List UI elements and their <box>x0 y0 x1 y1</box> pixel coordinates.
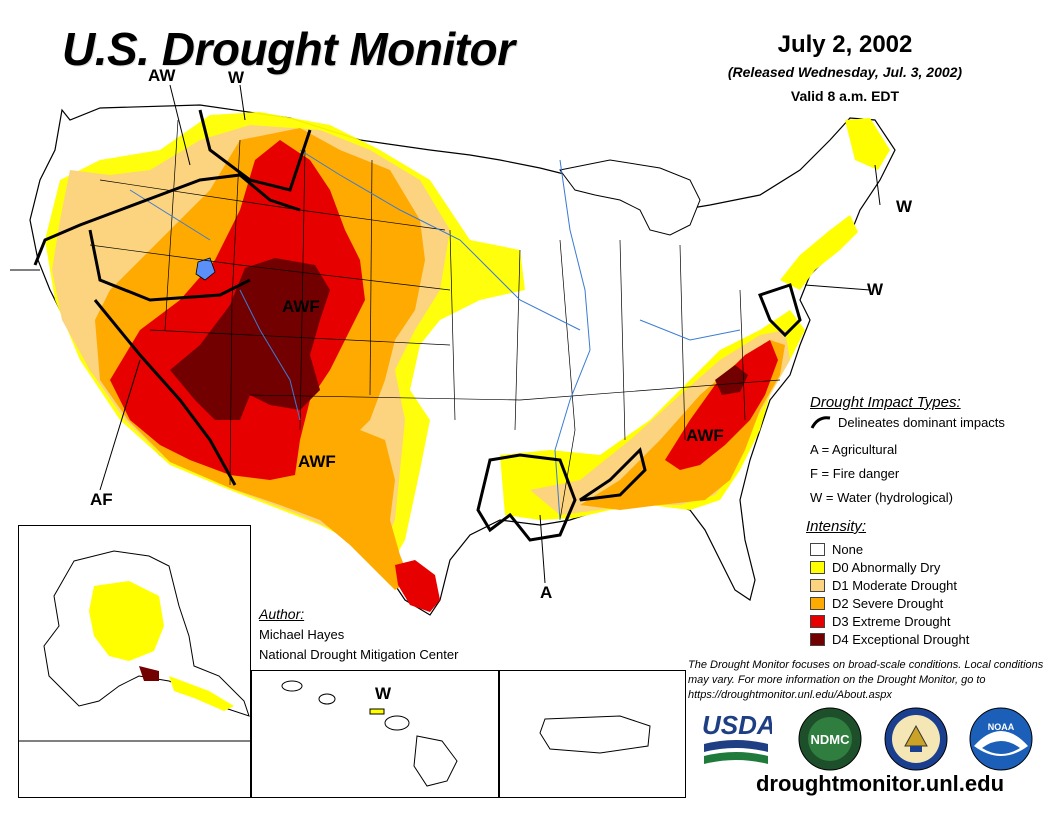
hawaii-big-island <box>413 735 458 787</box>
hawaii-inset <box>251 670 499 798</box>
impact-label-w-northeast: W <box>896 197 913 216</box>
hawaii-maui <box>384 715 410 731</box>
impact-label-w-hawaii: W <box>375 684 392 703</box>
intensity-legend: None D0 Abnormally Dry D1 Moderate Drought… <box>810 540 969 648</box>
impact-label-aw: AW <box>148 66 176 85</box>
hawaii-oahu <box>318 693 336 705</box>
disclaimer-text: The Drought Monitor focuses on broad-sca… <box>688 659 1044 701</box>
intensity-swatch <box>810 560 825 574</box>
hawaii-map <box>281 680 458 787</box>
puerto-rico-outline <box>539 715 651 754</box>
usda-logo: USDA <box>702 710 772 764</box>
impact-leader-lines <box>10 84 881 584</box>
intensity-label: D4 Exceptional Drought <box>832 631 970 647</box>
legend-fire: F = Fire danger <box>810 466 900 481</box>
alaska-map <box>19 550 250 742</box>
impact-label-awf-southeast: AWF <box>686 426 724 445</box>
great-salt-lake <box>195 257 216 281</box>
author-name: Michael Hayes <box>259 627 345 642</box>
great-lakes <box>559 159 701 236</box>
hawaii-kauai <box>281 680 303 692</box>
d0-region-northeast <box>780 215 858 290</box>
intensity-swatch <box>810 542 825 556</box>
alaska-d0-southeast <box>169 676 234 711</box>
alaska-inset <box>18 525 251 798</box>
legend-agricultural: A = Agricultural <box>810 442 898 457</box>
intensity-swatch <box>810 632 825 646</box>
impact-types-heading: Drought Impact Types: <box>810 394 961 411</box>
intensity-legend-item: D4 Exceptional Drought <box>810 630 969 648</box>
d3-region-south-texas <box>395 560 440 612</box>
impact-label-awf-southwest: AWF <box>298 452 336 471</box>
intensity-swatch <box>810 578 825 592</box>
impact-label-w-northwest: W <box>228 68 245 87</box>
alaska-d0-interior <box>89 581 164 661</box>
intensity-legend-item: D3 Extreme Drought <box>810 612 969 630</box>
release-date: (Released Wednesday, Jul. 3, 2002) <box>727 64 963 80</box>
impact-label-awf-west: AWF <box>282 297 320 316</box>
rivers <box>129 149 741 521</box>
legend-delineates: Delineates dominant impacts <box>838 415 1005 430</box>
intensity-legend-item: D2 Severe Drought <box>810 594 969 612</box>
intensity-label: D1 Moderate Drought <box>832 577 958 593</box>
d3-region-southeast <box>665 340 778 470</box>
doc-seal <box>884 707 948 771</box>
intensity-label: None <box>832 541 864 557</box>
d0-region-maine <box>845 118 890 170</box>
puerto-rico-map <box>539 715 651 754</box>
intensity-label: D3 Extreme Drought <box>832 613 951 629</box>
intensity-label: D0 Abnormally Dry <box>832 559 941 575</box>
footer-url[interactable]: droughtmonitor.unl.edu <box>755 771 1005 796</box>
legend-water: W = Water (hydrological) <box>810 490 953 505</box>
impact-line-symbol <box>810 416 831 429</box>
intensity-swatch <box>810 614 825 628</box>
impact-boundaries <box>33 109 802 542</box>
d2-region-south-texas <box>300 430 410 590</box>
noaa-logo: NOAA <box>969 707 1033 771</box>
intensity-legend-item: D1 Moderate Drought <box>810 576 969 594</box>
puerto-rico-inset <box>499 670 686 798</box>
intensity-legend-item: None <box>810 540 969 558</box>
author-heading: Author: <box>259 606 305 622</box>
intensity-label: D2 Severe Drought <box>832 595 944 611</box>
intensity-swatch <box>810 596 825 610</box>
map-date: July 2, 2002 <box>777 31 913 58</box>
impact-label-a-gulf: A <box>540 583 553 602</box>
map-title: U.S. Drought Monitor <box>62 23 515 75</box>
impact-label-w-midatlantic: W <box>867 280 884 299</box>
intensity-heading: Intensity: <box>806 518 867 535</box>
impact-label-af: AF <box>90 490 113 509</box>
author-org: National Drought Mitigation Center <box>259 647 459 662</box>
ndmc-logo: NDMC <box>798 707 862 771</box>
ndmc-logo-text: NDMC <box>811 732 851 747</box>
state-boundaries <box>89 119 781 521</box>
alaska-d4-spot <box>139 666 159 681</box>
noaa-logo-text: NOAA <box>988 722 1015 732</box>
usda-logo-text: USDA <box>702 710 772 740</box>
intensity-legend-item: D0 Abnormally Dry <box>810 558 969 576</box>
hawaii-molokai <box>369 708 385 715</box>
d4-region-carolina <box>715 365 748 395</box>
valid-time: Valid 8 a.m. EDT <box>790 88 900 104</box>
